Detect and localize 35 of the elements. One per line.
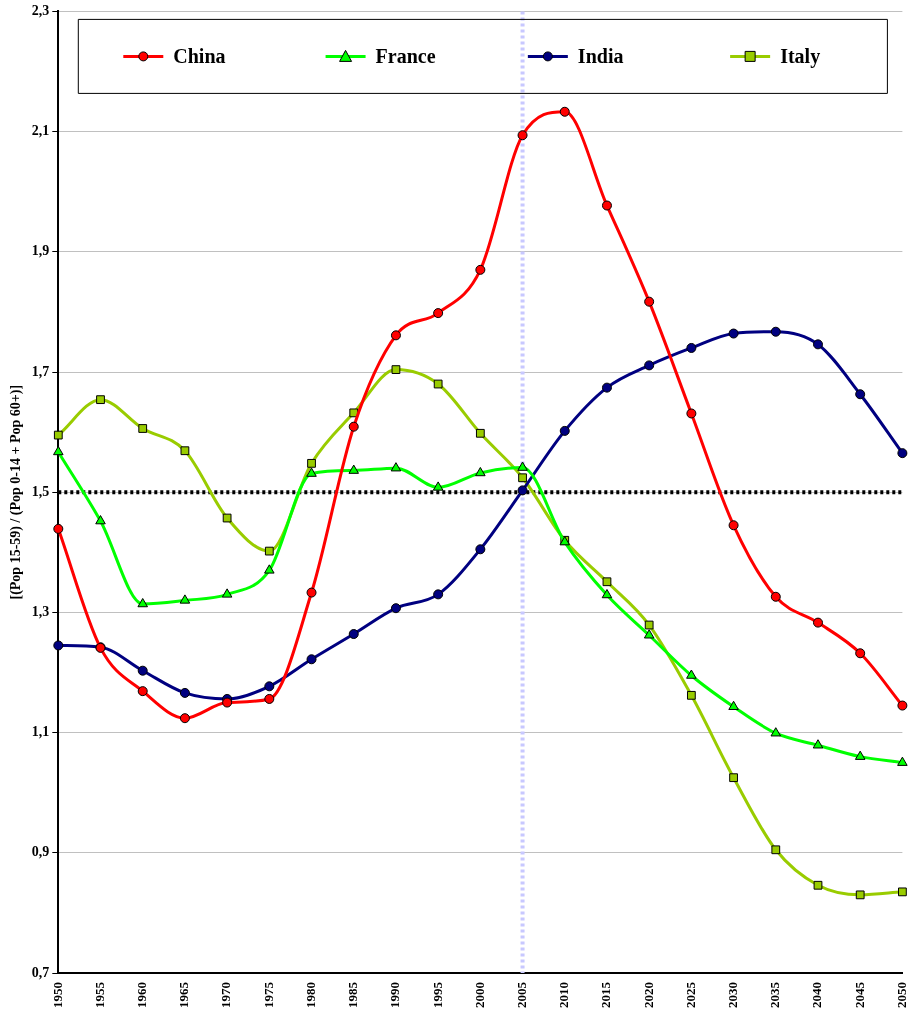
y-tick-label: 2,3: [31, 3, 50, 19]
y-tick-label: 0,9: [31, 844, 50, 860]
x-tick-label: 1970: [218, 982, 234, 1008]
x-tick-label: 2010: [556, 982, 572, 1008]
x-tick-label: 2050: [893, 982, 909, 1008]
x-tick-label: 1995: [429, 981, 445, 1008]
x-tick-label: 1965: [176, 981, 192, 1008]
legend-label: China: [173, 44, 226, 67]
x-tick-label: 2015: [598, 981, 614, 1008]
x-tick-label: 1975: [260, 981, 276, 1008]
x-tick-label: 1960: [134, 982, 150, 1008]
x-tick-label: 1990: [387, 982, 403, 1008]
legend-label: France: [375, 44, 436, 67]
x-tick-label: 2000: [471, 982, 487, 1008]
y-tick-label: 1,7: [31, 363, 50, 379]
x-tick-label: 2020: [640, 982, 656, 1008]
x-tick-label: 2045: [851, 981, 867, 1008]
y-tick-label: 0,7: [31, 964, 50, 980]
y-tick-label: 1,3: [31, 604, 50, 620]
y-tick-label: 1,5: [31, 483, 50, 499]
y-axis-title: [(Pop 15-59) / (Pop 0-14 + Pop 60+)]: [8, 384, 25, 600]
y-tick-label: 2,1: [31, 123, 50, 139]
x-tick-label: 1985: [345, 981, 361, 1008]
x-tick-label: 2030: [724, 982, 740, 1008]
x-tick-label: 1980: [302, 982, 318, 1008]
x-tick-label: 2040: [809, 982, 825, 1008]
legend-label: Italy: [780, 44, 821, 68]
legend-label: India: [577, 44, 624, 67]
x-tick-label: 2035: [767, 981, 783, 1008]
x-tick-label: 1955: [91, 981, 107, 1008]
x-tick-label: 2005: [513, 981, 529, 1008]
y-tick-label: 1,1: [31, 724, 50, 740]
x-tick-label: 2025: [682, 981, 698, 1008]
y-tick-label: 1,9: [31, 243, 50, 259]
x-tick-label: 1950: [49, 982, 65, 1008]
